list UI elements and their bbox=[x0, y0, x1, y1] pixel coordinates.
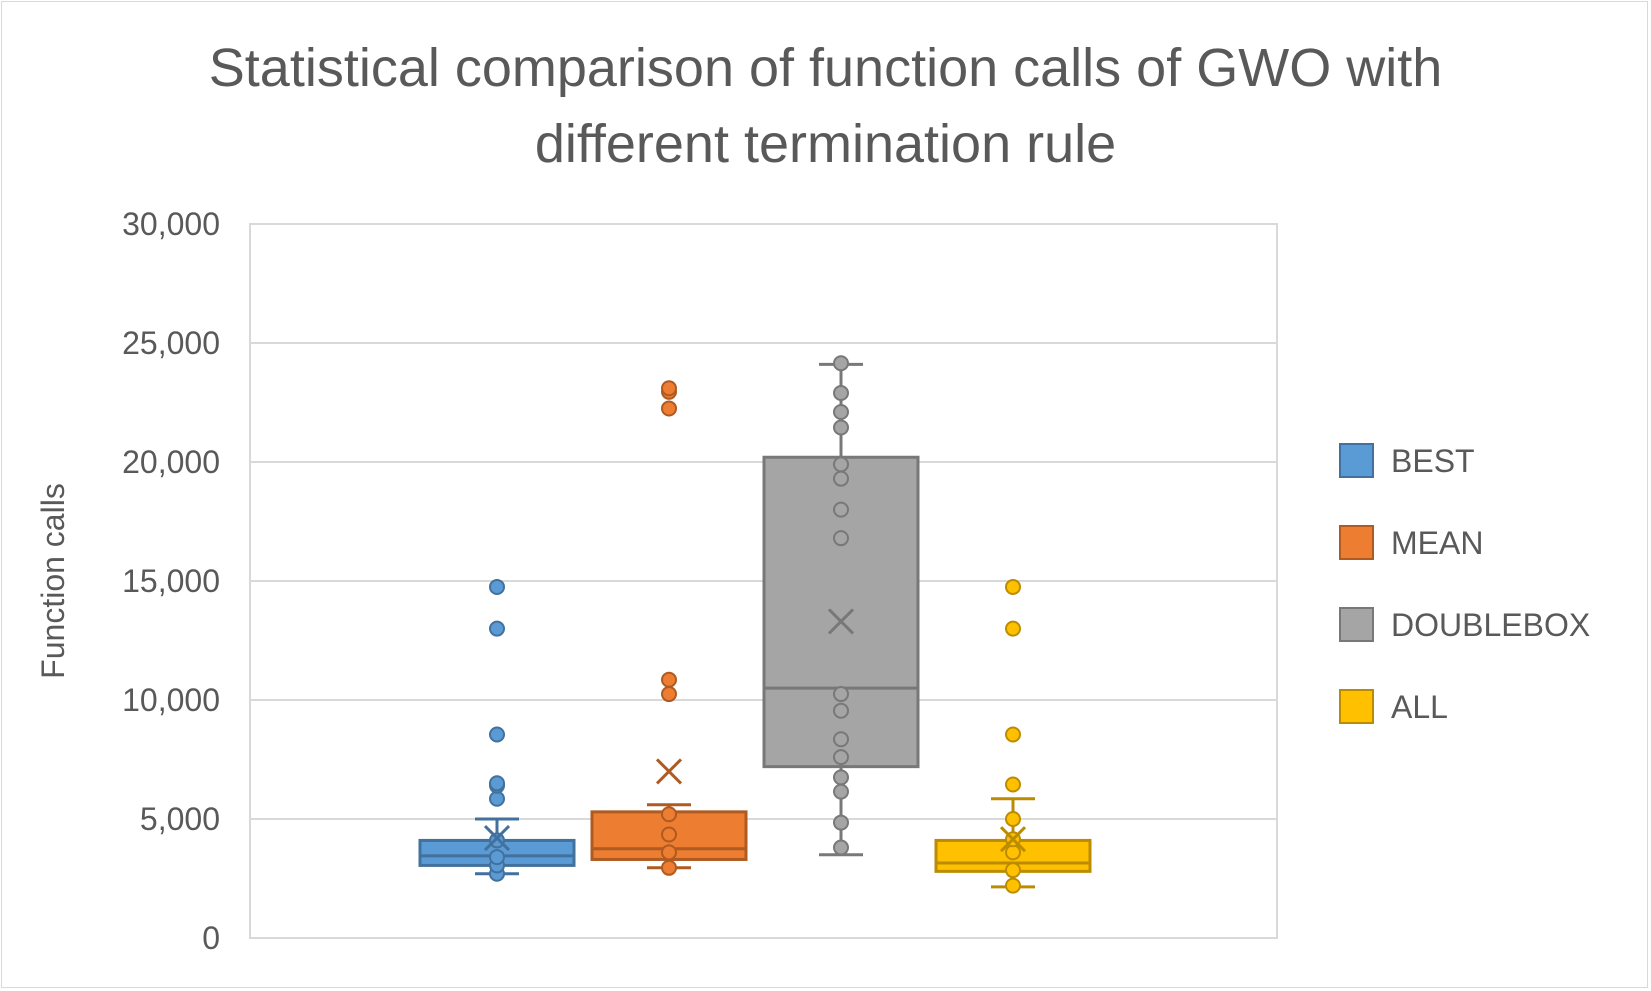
y-tick-label: 15,000 bbox=[122, 563, 220, 599]
y-tick-label: 0 bbox=[202, 920, 220, 956]
box-doublebox bbox=[762, 355, 920, 857]
data-point bbox=[489, 620, 505, 637]
data-point bbox=[833, 702, 849, 719]
data-point bbox=[833, 769, 849, 786]
data-point bbox=[833, 384, 849, 401]
y-tick-label: 25,000 bbox=[122, 325, 220, 361]
data-point bbox=[833, 814, 849, 831]
data-point bbox=[661, 806, 677, 823]
y-tick-label: 20,000 bbox=[122, 444, 220, 480]
legend-swatch-all bbox=[1339, 689, 1374, 724]
box-best bbox=[418, 578, 576, 882]
data-point bbox=[1005, 578, 1021, 595]
y-axis-ticks: 0 5,000 10,000 15,000 20,000 25,000 30,000 bbox=[122, 206, 220, 956]
data-point bbox=[489, 726, 505, 743]
data-point bbox=[1005, 811, 1021, 827]
data-point bbox=[833, 530, 849, 547]
data-point bbox=[833, 501, 849, 518]
legend: BEST MEAN DOUBLEBOX ALL bbox=[1339, 443, 1590, 725]
data-point bbox=[661, 400, 677, 417]
data-point bbox=[1005, 620, 1021, 637]
legend-label-mean: MEAN bbox=[1391, 525, 1483, 561]
legend-swatch-best bbox=[1339, 443, 1374, 478]
data-point bbox=[833, 749, 849, 766]
mean-marker bbox=[655, 758, 683, 785]
data-point bbox=[489, 578, 505, 595]
legend-label-doublebox: DOUBLEBOX bbox=[1391, 607, 1590, 643]
mean-marker bbox=[827, 608, 855, 635]
data-point bbox=[661, 844, 677, 861]
box-series bbox=[418, 355, 1092, 894]
data-point bbox=[1005, 877, 1021, 894]
y-axis-title: Function calls bbox=[35, 483, 71, 679]
y-tick-label: 5,000 bbox=[140, 801, 220, 837]
mean-marker bbox=[483, 824, 511, 852]
data-point bbox=[833, 456, 849, 473]
data-point bbox=[661, 686, 677, 703]
data-point bbox=[489, 775, 505, 792]
y-tick-label: 30,000 bbox=[122, 206, 220, 242]
data-point bbox=[1005, 862, 1021, 879]
legend-swatch-mean bbox=[1339, 525, 1374, 560]
data-point bbox=[833, 839, 849, 856]
box-mean bbox=[590, 380, 748, 876]
legend-swatch-doublebox bbox=[1339, 607, 1374, 642]
data-point bbox=[661, 671, 677, 688]
legend-label-best: BEST bbox=[1391, 443, 1475, 479]
data-point bbox=[833, 419, 849, 436]
data-point bbox=[833, 355, 849, 372]
data-point bbox=[489, 832, 505, 849]
box-all bbox=[934, 578, 1092, 894]
data-point bbox=[489, 849, 505, 866]
chart-title-line-1: Statistical comparison of function calls… bbox=[208, 38, 1443, 98]
data-point bbox=[833, 731, 849, 748]
data-point bbox=[1005, 844, 1021, 861]
data-point bbox=[833, 404, 849, 421]
data-point bbox=[489, 790, 505, 807]
chart-title-line-2: different termination rule bbox=[534, 114, 1117, 174]
chart-title: Statistical comparison of function calls… bbox=[0, 30, 1651, 182]
data-point bbox=[1005, 776, 1021, 793]
data-point bbox=[1005, 726, 1021, 743]
data-point bbox=[661, 380, 677, 397]
mean-marker bbox=[999, 826, 1027, 853]
data-point bbox=[661, 859, 677, 876]
data-point bbox=[833, 686, 849, 703]
legend-label-all: ALL bbox=[1391, 689, 1448, 725]
data-point bbox=[661, 826, 677, 843]
y-tick-label: 10,000 bbox=[122, 682, 220, 718]
data-point bbox=[833, 470, 849, 487]
data-point bbox=[833, 783, 849, 800]
